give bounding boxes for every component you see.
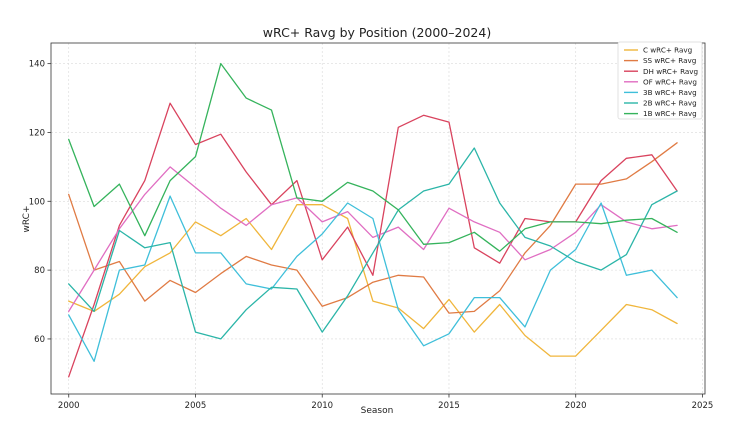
- legend-entry-of: OF wRC+ Ravg: [643, 77, 697, 86]
- y-axis-label: wRC+: [22, 206, 32, 233]
- x-axis-label: Season: [361, 406, 394, 416]
- legend-entry-ss: SS wRC+ Ravg: [643, 56, 696, 65]
- series-line-of: [68, 166, 678, 313]
- y-tick-label: 80: [34, 266, 45, 276]
- y-tick-label: 100: [29, 197, 45, 207]
- legend-box: [617, 41, 703, 120]
- series-line-1b: [68, 62, 678, 252]
- x-tick-label: 2005: [185, 401, 207, 411]
- x-tick-label: 2010: [311, 401, 333, 411]
- x-tick-label: 2015: [438, 401, 460, 411]
- series-line-2b: [68, 147, 678, 340]
- series-line-3b: [68, 195, 678, 362]
- plot-frame: [50, 42, 706, 395]
- x-tick-label: 2020: [565, 401, 587, 411]
- chart-title: wRC+ Ravg by Position (2000–2024): [263, 25, 491, 40]
- series-lines: [68, 62, 678, 378]
- x-tick-label: 2025: [692, 401, 714, 411]
- legend-entry-c: C wRC+ Ravg: [643, 46, 692, 55]
- axis-ticks: 2000 2005 2010 2015 2020 2025 60 80 100 120 140: [29, 60, 714, 411]
- x-tick-label: 2000: [58, 401, 80, 411]
- legend-entry-1b: 1B wRC+ Ravg: [643, 109, 697, 118]
- series-line-dh: [68, 102, 678, 378]
- legend-entry-dh: DH wRC+ Ravg: [643, 67, 698, 76]
- series-line-ss: [68, 142, 678, 314]
- y-tick-label: 120: [29, 128, 45, 138]
- y-tick-label: 140: [29, 60, 45, 70]
- series-line-c: [68, 204, 678, 357]
- legend-entry-2b: 2B wRC+ Ravg: [643, 99, 697, 108]
- y-tick-label: 60: [34, 335, 45, 345]
- legend-entry-3b: 3B wRC+ Ravg: [643, 88, 697, 97]
